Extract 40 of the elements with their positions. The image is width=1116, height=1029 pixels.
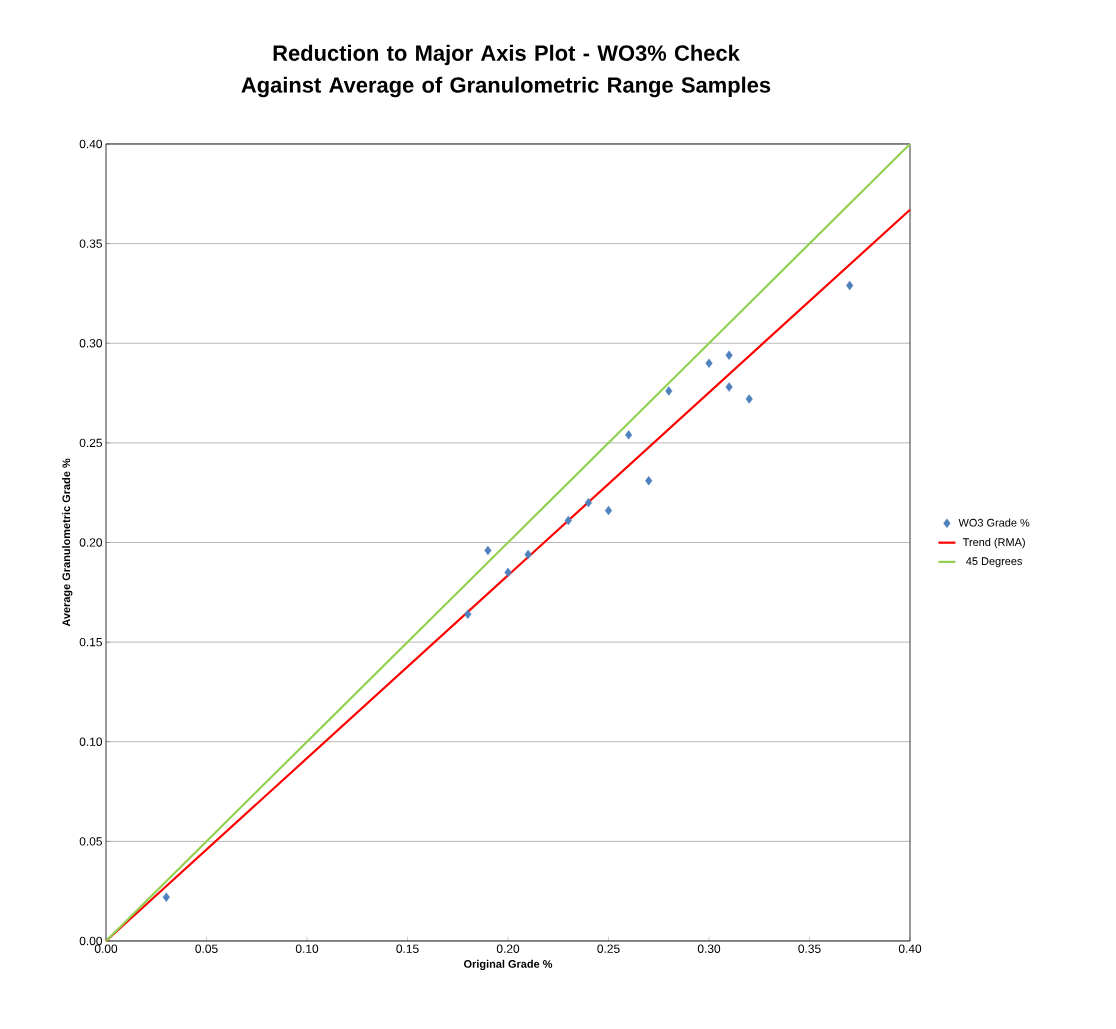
- point: [705, 358, 713, 368]
- x-tick-label: 0.35: [798, 944, 821, 953]
- x-tick-label: 0.25: [597, 944, 620, 953]
- point: [464, 609, 472, 619]
- point: [484, 545, 492, 556]
- y-tick-label: 0.35: [79, 239, 102, 248]
- point: [846, 280, 854, 291]
- point: [162, 892, 170, 902]
- point: [524, 549, 532, 560]
- point: [745, 394, 753, 404]
- y-tick-label: 0.05: [79, 837, 102, 846]
- y-tick-label: 0.00: [79, 936, 103, 946]
- x-tick-label: 0.20: [496, 944, 520, 953]
- y-tick-label: 0.10: [79, 737, 103, 746]
- y-tick-label: 0.20: [79, 538, 103, 547]
- x-tick-label: 0.00: [94, 944, 118, 953]
- legend-label: Trend (RMA): [962, 537, 1025, 549]
- x-axis-title: Original Grade %: [464, 959, 553, 971]
- x-tick-label: 0.15: [396, 944, 419, 953]
- point: [665, 386, 673, 396]
- y-tick-label: 0.25: [79, 438, 102, 448]
- y-tick-label: 0.40: [79, 139, 103, 149]
- y-axis-title: Average Granulometric Grade %: [62, 458, 73, 627]
- point: [604, 505, 613, 516]
- legend-label: WO3 Grade %: [958, 518, 1030, 527]
- y-tick-label: 0.15: [79, 637, 102, 647]
- point: [625, 430, 633, 440]
- x-tick-label: 0.30: [697, 944, 721, 953]
- point: [725, 382, 733, 392]
- point: [725, 350, 733, 360]
- y-tick-label: 0.30: [79, 339, 103, 348]
- x-tick-label: 0.40: [898, 944, 922, 953]
- point: [584, 497, 592, 508]
- legend-label: 45 Degrees: [966, 557, 1023, 568]
- x-tick-label: 0.10: [295, 944, 319, 953]
- chart-title: Reduction to Major Axis Plot - WO3% Check Against Average of Granulometric Range Samples: [241, 44, 771, 98]
- x-tick-label: 0.05: [195, 944, 218, 953]
- point: [564, 515, 572, 526]
- point: [504, 567, 512, 578]
- point: [645, 476, 653, 486]
